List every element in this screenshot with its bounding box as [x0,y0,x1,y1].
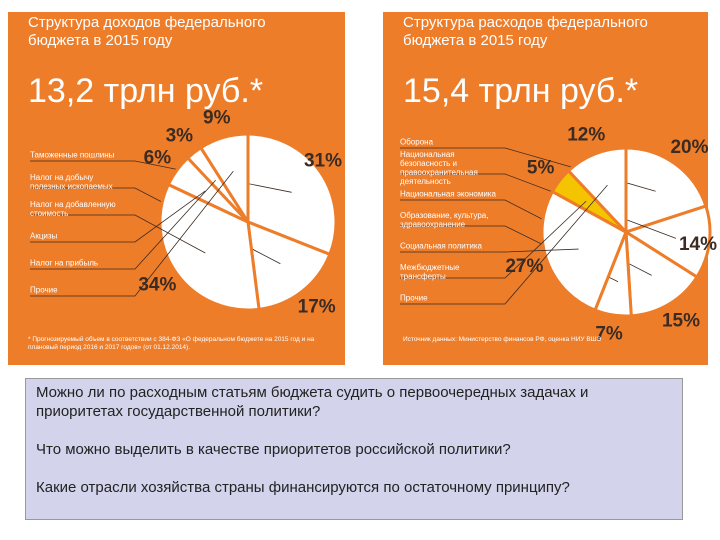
legend-entry: Налог на прибыль [30,258,99,268]
footnote: Источник данных: Министерство финансов Р… [403,336,602,343]
slice-label: 5% [527,157,555,178]
slice-label: 9% [203,107,231,128]
chart-subtitle: 13,2 трлн руб.* [28,72,264,110]
legend-entry: Межбюджетные трансферты [400,263,460,281]
legend-entry: Социальная политика [400,241,482,251]
question: Можно ли по расходным статьям бюджета су… [36,384,589,420]
question-box: Можно ли по расходным статьям бюджета су… [25,378,683,520]
leader-line [30,180,216,270]
slice-label: 27% [505,256,543,277]
leader-line [400,248,579,253]
slice-label: 14% [679,234,717,255]
pie-slice [198,132,250,228]
legend-entry: Акцизы [30,231,58,241]
leader-line [400,200,587,279]
leader-line [400,184,608,305]
footnote: * Прогнозируемый объем в соответствии с … [28,336,315,351]
pie-slice [566,146,628,236]
legend-entry: Прочие [30,285,58,295]
pie-slice [246,219,332,311]
legend-entry: Национальная безопасность и правоохранит… [400,150,478,186]
legend-entry: Налог на добавленную стоимость [30,200,116,218]
legend-entry: Налог на добычу полезных ископаемых [30,173,113,191]
question: Что можно выделить в качестве приоритето… [36,441,511,458]
slice-label: 3% [166,126,194,147]
slice-label: 20% [670,137,708,158]
slice-label: 15% [662,311,700,332]
question: Какие отрасли хозяйства страны финансиру… [36,479,570,496]
pie-slice [622,204,712,280]
slice-label: 6% [144,148,172,169]
leader-line [30,190,206,243]
legend-entry: Национальная экономика [400,189,496,199]
chart-title: Структура расходов федерального бюджета … [403,14,648,49]
legend-entry: Таможенные пошлины [30,150,115,160]
leader-line [30,171,234,297]
pie-slice [246,132,338,257]
slice-label: 17% [298,296,336,317]
chart-title: Структура доходов федерального бюджета в… [28,14,266,49]
slice-label: 12% [567,124,605,145]
legend-entry: Образование, культура, здравоохранение [400,211,489,229]
slice-label: 31% [304,150,342,171]
slice-label: 7% [595,324,623,345]
legend-entry: Прочие [400,293,428,303]
leader-line [30,214,206,254]
legend-entry: Оборона [400,137,434,147]
pie-slice [624,229,699,318]
chart-subtitle: 15,4 трлн руб.* [403,72,639,110]
